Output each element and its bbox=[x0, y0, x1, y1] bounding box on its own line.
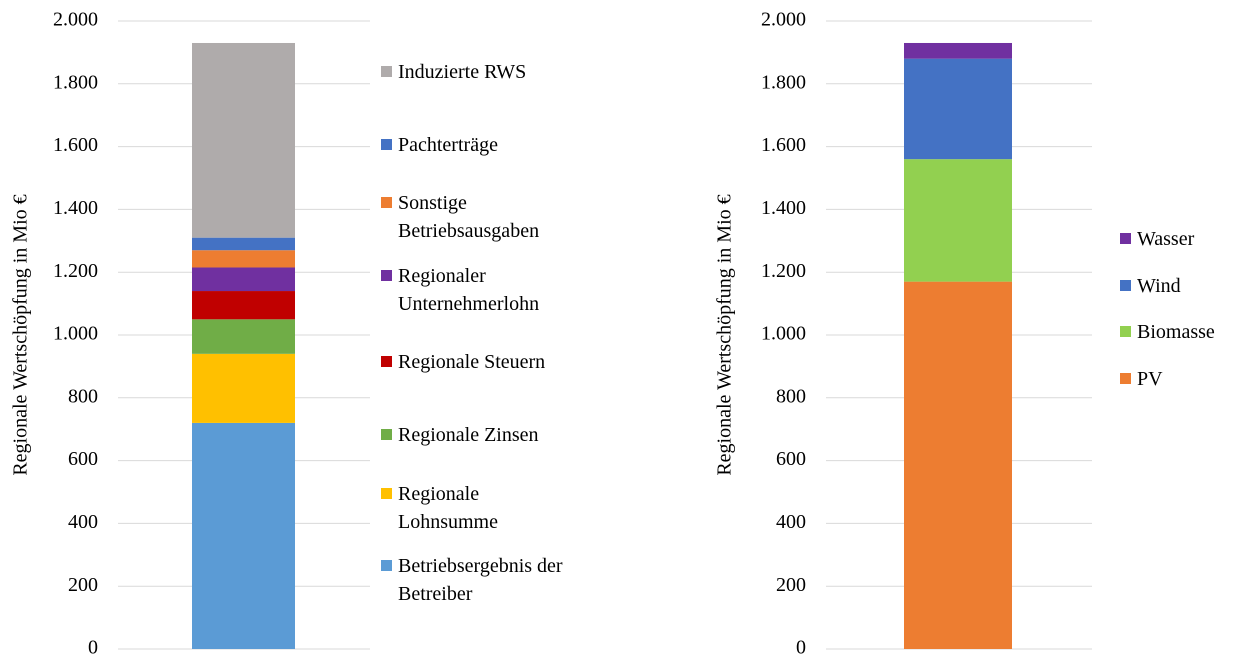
bar-segment bbox=[904, 42, 1012, 59]
legend-swatch bbox=[1120, 233, 1131, 244]
y-tick-label: 0 bbox=[88, 637, 98, 659]
legend-swatch bbox=[1120, 279, 1131, 291]
legend-entry: Pachterträge bbox=[381, 131, 581, 159]
legend-label: Regionaler Unternehmerlohn bbox=[398, 264, 540, 315]
legend-entry: Wasser bbox=[1120, 225, 1240, 253]
legend-entry: Regionale Steuern bbox=[381, 348, 581, 376]
legend-entry: Biomasse bbox=[1120, 318, 1240, 346]
y-axis-label: Regionale Wertschöpfung in Mio € bbox=[714, 194, 736, 475]
legend-label: Induzierte RWS bbox=[398, 61, 527, 83]
y-tick-label: 0 bbox=[796, 637, 806, 659]
legend-entry: Sonstige Betriebsausgaben bbox=[381, 189, 581, 245]
legend-entry: Regionaler Unternehmerlohn bbox=[381, 262, 581, 318]
y-tick-label: 600 bbox=[68, 448, 98, 470]
legend-entry: Betriebsergebnis der Betreiber bbox=[381, 552, 581, 608]
y-tick-label: 1.800 bbox=[761, 71, 806, 93]
y-tick-label: 1.400 bbox=[761, 197, 806, 219]
legend-swatch bbox=[381, 138, 392, 150]
legend-swatch bbox=[1120, 373, 1131, 385]
legend-entry: Regionale Zinsen bbox=[381, 421, 581, 449]
bar-segment bbox=[904, 281, 1012, 649]
y-tick-label: 800 bbox=[776, 385, 806, 407]
legend-label: Biomasse bbox=[1137, 321, 1215, 344]
bar-segment bbox=[192, 353, 295, 423]
bar-segment bbox=[192, 237, 295, 251]
y-axis-label: Regionale Wertschöpfung in Mio € bbox=[10, 194, 32, 475]
legend-swatch bbox=[381, 197, 392, 209]
legend-label: Wasser bbox=[1137, 228, 1195, 250]
legend-swatch bbox=[381, 487, 392, 499]
bar-segment bbox=[192, 422, 295, 649]
legend-swatch bbox=[381, 356, 392, 368]
legend-label: Regionale Steuern bbox=[398, 351, 546, 374]
legend-entry: PV bbox=[1120, 365, 1240, 393]
legend-entry: Induzierte RWS bbox=[381, 58, 581, 86]
legend-label: Sonstige Betriebsausgaben bbox=[398, 192, 540, 243]
legend-swatch bbox=[381, 66, 392, 77]
bar-segment bbox=[192, 250, 295, 268]
y-tick-label: 1.600 bbox=[761, 134, 806, 156]
legend-entry: Regionale Lohnsumme bbox=[381, 480, 581, 536]
legend-swatch bbox=[1120, 326, 1131, 338]
y-tick-label: 800 bbox=[68, 385, 98, 407]
y-tick-label: 1.400 bbox=[53, 197, 98, 219]
legend-label: Betriebsergebnis der Betreiber bbox=[398, 555, 563, 606]
y-tick-label: 1.000 bbox=[53, 323, 98, 345]
legend-label: Pachterträge bbox=[398, 133, 498, 156]
y-tick-label: 1.000 bbox=[761, 323, 806, 345]
y-tick-label: 2.000 bbox=[761, 9, 806, 31]
y-tick-label: 200 bbox=[68, 574, 98, 596]
y-tick-label: 200 bbox=[776, 574, 806, 596]
bar-segment bbox=[904, 159, 1012, 282]
legend-label: Regionale Lohnsumme bbox=[398, 482, 498, 533]
y-tick-label: 400 bbox=[776, 511, 806, 533]
legend-label: Regionale Zinsen bbox=[398, 424, 539, 446]
legend-swatch bbox=[381, 560, 392, 572]
y-tick-label: 2.000 bbox=[53, 9, 98, 31]
y-tick-label: 1.800 bbox=[53, 71, 98, 93]
y-tick-label: 1.200 bbox=[53, 260, 98, 282]
legend-swatch bbox=[381, 269, 392, 281]
bar-segment bbox=[192, 42, 295, 238]
legend-label: Wind bbox=[1137, 274, 1181, 297]
bar-segment bbox=[192, 291, 295, 320]
legend-swatch bbox=[381, 429, 392, 440]
y-tick-label: 1.200 bbox=[761, 260, 806, 282]
y-tick-label: 600 bbox=[776, 448, 806, 470]
legend-entry: Wind bbox=[1120, 272, 1240, 300]
y-tick-label: 400 bbox=[68, 511, 98, 533]
bar-segment bbox=[192, 267, 295, 292]
bar-segment bbox=[904, 58, 1012, 160]
y-tick-label: 1.600 bbox=[53, 134, 98, 156]
legend-label: PV bbox=[1137, 368, 1163, 391]
bar-segment bbox=[192, 319, 295, 354]
